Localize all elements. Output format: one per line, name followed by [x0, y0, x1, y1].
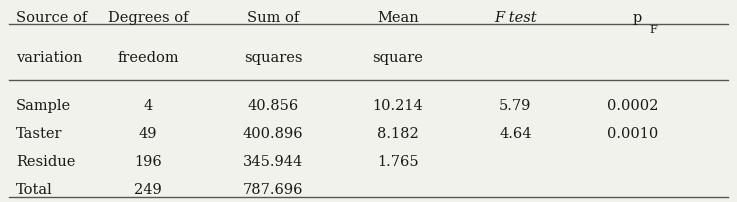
Text: 249: 249 — [134, 182, 162, 196]
Text: 4.64: 4.64 — [499, 126, 531, 140]
Text: Total: Total — [16, 182, 53, 196]
Text: 0.0010: 0.0010 — [607, 126, 658, 140]
Text: 10.214: 10.214 — [372, 98, 423, 112]
Text: 400.896: 400.896 — [242, 126, 304, 140]
Text: Mean: Mean — [377, 11, 419, 25]
Text: F: F — [649, 25, 657, 35]
Text: 4: 4 — [144, 98, 153, 112]
Text: 0.0002: 0.0002 — [607, 98, 658, 112]
Text: 196: 196 — [134, 154, 162, 168]
Text: variation: variation — [16, 51, 83, 65]
Text: square: square — [372, 51, 423, 65]
Text: 8.182: 8.182 — [377, 126, 419, 140]
Text: freedom: freedom — [117, 51, 179, 65]
Text: Taster: Taster — [16, 126, 63, 140]
Text: p: p — [633, 11, 642, 25]
Text: 49: 49 — [139, 126, 158, 140]
Text: Source of: Source of — [16, 11, 87, 25]
Text: Residue: Residue — [16, 154, 75, 168]
Text: 787.696: 787.696 — [242, 182, 304, 196]
Text: F test: F test — [494, 11, 537, 25]
Text: 1.765: 1.765 — [377, 154, 419, 168]
Text: 5.79: 5.79 — [499, 98, 531, 112]
Text: Sum of: Sum of — [247, 11, 299, 25]
Text: squares: squares — [244, 51, 302, 65]
Text: Degrees of: Degrees of — [108, 11, 189, 25]
Text: Sample: Sample — [16, 98, 71, 112]
Text: 40.856: 40.856 — [248, 98, 298, 112]
Text: 345.944: 345.944 — [243, 154, 303, 168]
